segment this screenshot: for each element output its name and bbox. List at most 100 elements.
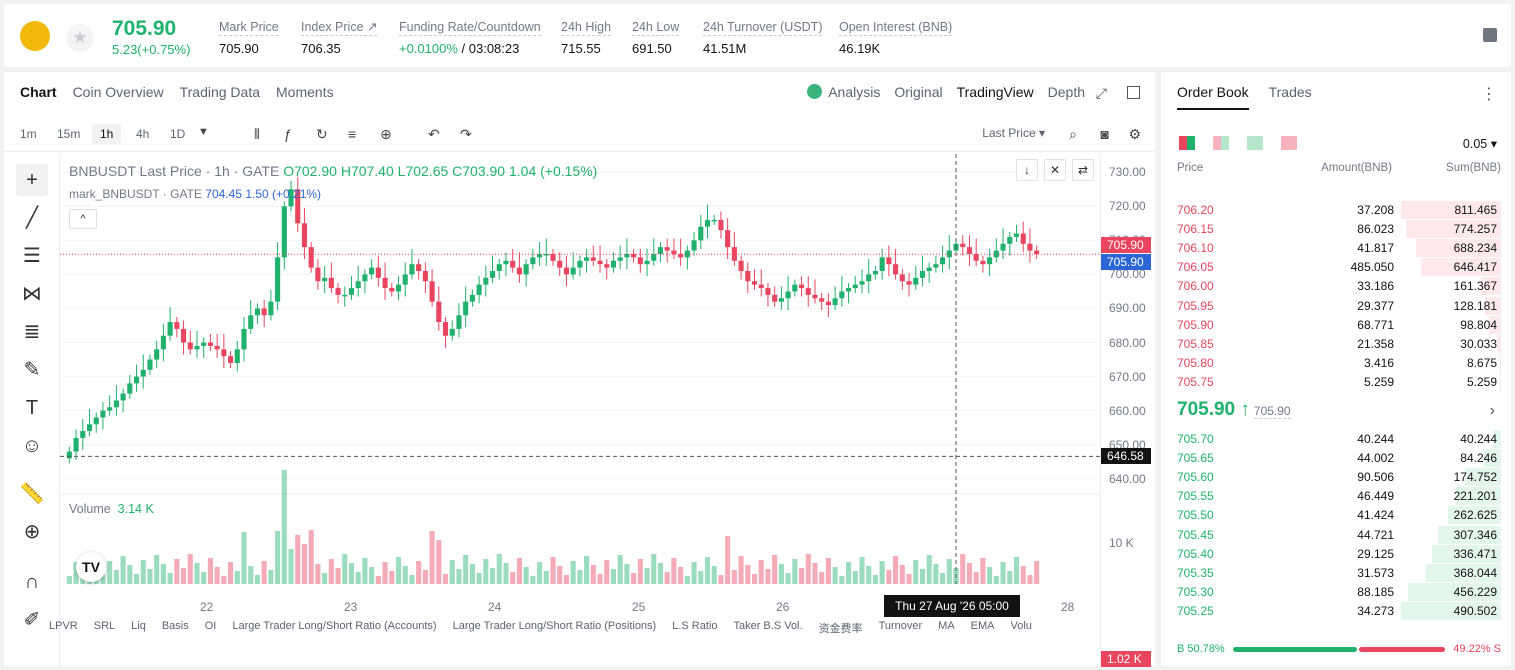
undo-icon[interactable]: ↶ [428, 126, 440, 142]
close-x-icon[interactable]: ✕ [1044, 159, 1066, 181]
order-book-row[interactable]: 706.10 41.817 688.234 [1161, 238, 1511, 258]
view-bids-icon[interactable] [1247, 136, 1263, 150]
tab-depth[interactable]: Depth [1047, 84, 1085, 100]
emoji-icon[interactable]: ☺ [21, 435, 43, 457]
pattern-icon[interactable]: ⋈ [22, 283, 42, 305]
view-asks-icon[interactable] [1281, 136, 1297, 150]
indicator-item[interactable]: Large Trader Long/Short Ratio (Accounts) [232, 620, 437, 632]
candle [120, 393, 126, 401]
candle-type-icon[interactable]: ⫴ [254, 126, 260, 142]
timeframe-1d[interactable]: 1D [170, 127, 186, 141]
indicator-item[interactable]: LPVR [49, 620, 78, 632]
text-tool-icon[interactable]: T [25, 397, 39, 419]
order-book-row[interactable]: 705.50 41.424 262.625 [1161, 505, 1511, 525]
favorite-star-icon[interactable]: ★ [66, 24, 94, 52]
view-bids-asks-icon[interactable] [1213, 136, 1229, 150]
row-price: 705.35 [1177, 565, 1214, 580]
order-book-row[interactable]: 705.85 21.358 30.033 [1161, 334, 1511, 353]
indicator-item[interactable]: MA [938, 620, 955, 632]
guide-book-icon[interactable] [1483, 28, 1497, 42]
swap-icon[interactable]: ⇄ [1072, 159, 1094, 181]
timeframe-1h[interactable]: 1h [92, 124, 122, 144]
view-both-icon[interactable] [1179, 136, 1195, 150]
horizontal-lines-icon[interactable]: ☰ [23, 245, 41, 267]
volume-bar [913, 560, 919, 584]
stat-index-price[interactable]: Index Price ↗ 706.35 [301, 20, 378, 56]
tab-order-book[interactable]: Order Book [1177, 84, 1249, 110]
fullscreen-icon[interactable] [1127, 86, 1140, 99]
indicator-item[interactable]: 资金费率 [818, 623, 863, 635]
settings-gear-icon[interactable]: ⚙ [1128, 126, 1141, 142]
tab-analysis[interactable]: Analysis [807, 84, 880, 100]
timeframe-15m[interactable]: 15m [57, 127, 81, 141]
edit-icon[interactable]: ✐ [23, 609, 41, 631]
indicators-icon[interactable]: ƒ [284, 126, 292, 142]
indicator-item[interactable]: EMA [970, 620, 995, 632]
precision-select[interactable]: 0.05 ▾ [1462, 137, 1497, 151]
crosshair-icon[interactable]: + [16, 164, 48, 196]
replay-icon[interactable]: ↻ [316, 126, 328, 142]
order-book-row[interactable]: 706.20 37.208 811.465 [1161, 200, 1511, 219]
tab-chart[interactable]: Chart [20, 84, 57, 100]
add-indicator-icon[interactable]: ⊕ [380, 126, 392, 142]
scroll-down-icon[interactable]: ↓ [1016, 159, 1038, 181]
order-book-row[interactable]: 705.80 3.416 8.675 [1161, 353, 1511, 372]
timeframe-dropdown-icon[interactable]: ▼ [198, 126, 209, 138]
tradingview-logo-icon[interactable]: TV [76, 552, 106, 582]
zoom-in-icon[interactable]: ⊕ [23, 521, 41, 543]
indicator-item[interactable]: Turnover [878, 620, 923, 632]
chevron-right-icon[interactable]: › [1489, 402, 1495, 419]
tab-trades[interactable]: Trades [1268, 84, 1312, 100]
timeframe-1m[interactable]: 1m [20, 127, 37, 141]
price-type-select[interactable]: Last Price ▾ [982, 126, 1045, 140]
tab-trading-data[interactable]: Trading Data [179, 84, 261, 100]
redo-icon[interactable]: ↷ [460, 126, 472, 142]
indicator-item[interactable]: L.S Ratio [672, 620, 718, 632]
order-book-row[interactable]: 705.75 5.259 5.259 [1161, 372, 1511, 391]
col-amount: Amount(BNB) [1321, 162, 1392, 174]
camera-icon[interactable]: ◙ [1100, 126, 1109, 142]
tab-coin-overview[interactable]: Coin Overview [72, 84, 164, 100]
order-book-row[interactable]: 705.40 29.125 336.471 [1161, 544, 1511, 563]
order-book-row[interactable]: 705.60 90.506 174.752 [1161, 467, 1511, 487]
indicator-item[interactable]: Volu [1010, 620, 1032, 632]
indicator-item[interactable]: Liq [131, 620, 146, 632]
order-book-row[interactable]: 705.25 34.273 490.502 [1161, 601, 1511, 620]
indicator-item[interactable]: Large Trader Long/Short Ratio (Positions… [452, 620, 657, 632]
order-book-row[interactable]: 706.00 33.186 161.367 [1161, 276, 1511, 296]
candlestick-chart[interactable] [60, 154, 1100, 584]
search-icon[interactable]: ⌕ [1069, 126, 1077, 142]
order-book-row[interactable]: 705.90 68.771 98.804 [1161, 315, 1511, 334]
order-book-row[interactable]: 705.30 88.185 456.229 [1161, 582, 1511, 601]
indicator-item[interactable]: OI [204, 620, 217, 632]
fib-icon[interactable]: ≣ [23, 321, 41, 343]
candle [214, 345, 220, 350]
brush-icon[interactable]: ✎ [23, 359, 41, 381]
trendline-icon[interactable]: ╱ [25, 207, 39, 229]
magnet-icon[interactable]: ∩ [24, 571, 40, 593]
order-book-row[interactable]: 705.45 44.721 307.346 [1161, 525, 1511, 544]
order-book-row[interactable]: 705.55 46.449 221.201 [1161, 486, 1511, 506]
tab-original[interactable]: Original [894, 84, 943, 100]
collapse-legend-icon[interactable]: ^ [69, 209, 97, 229]
order-book-row[interactable]: 705.95 29.377 128.181 [1161, 296, 1511, 315]
ruler-icon[interactable]: 📏 [19, 483, 45, 505]
more-menu-icon[interactable]: ⋮ [1481, 86, 1497, 103]
mid-price[interactable]: 705.90 ↑ 705.90 [1177, 399, 1291, 420]
indicator-item[interactable]: Basis [161, 620, 189, 632]
expand-icon[interactable]: ⤢ [1095, 85, 1107, 101]
order-book-row[interactable]: 705.70 40.244 40.244 [1161, 429, 1511, 448]
timeframe-4h[interactable]: 4h [136, 127, 150, 141]
indicator-item[interactable]: Taker B.S Vol. [733, 620, 803, 632]
order-book-row[interactable]: 705.35 31.573 368.044 [1161, 563, 1511, 582]
order-book-row[interactable]: 706.15 86.023 774.257 [1161, 219, 1511, 239]
indicator-item[interactable]: SRL [93, 620, 116, 632]
tab-moments[interactable]: Moments [276, 84, 334, 100]
order-book-row[interactable]: 705.65 44.002 84.246 [1161, 448, 1511, 468]
order-book-row[interactable]: 706.05 485.050 646.417 [1161, 257, 1511, 277]
tab-tradingview[interactable]: TradingView [956, 84, 1034, 100]
templates-icon[interactable]: ≡ [348, 126, 357, 142]
candle [308, 247, 314, 268]
volume-bar [657, 563, 664, 584]
price-axis[interactable]: 730.00720.00710.00700.00690.00680.00670.… [1100, 154, 1155, 667]
